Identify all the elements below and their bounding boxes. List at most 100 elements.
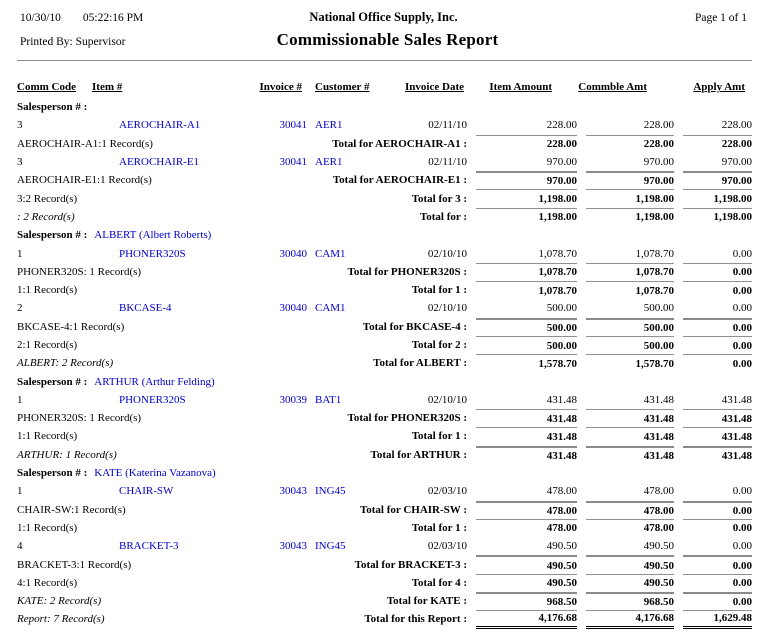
apply-amt-cell: 0.00: [732, 485, 752, 498]
apply-amt-cell: 431.48: [721, 393, 752, 406]
apply-amt-total: 0.00: [683, 317, 752, 336]
salesperson-link[interactable]: ALBERT (Albert Roberts): [94, 229, 212, 242]
report-total-row: Report: 7 Record(s) Total for this Report…: [14, 610, 755, 629]
invoice-date-cell: 02/11/10: [428, 119, 467, 132]
col-comm-code: Comm Code: [17, 81, 76, 93]
item-link[interactable]: BKCASE-4: [119, 302, 172, 315]
report-time: 05:22:16 PM: [82, 12, 144, 24]
salesperson-link[interactable]: KATE (Katerina Vazanova): [94, 467, 216, 480]
salesperson-label: Salesperson # :: [17, 375, 88, 388]
total-label: Total for PHONER320S :: [347, 265, 467, 278]
item-amount-cell: 478.00: [546, 485, 577, 498]
invoice-date-cell: 02/10/10: [427, 302, 467, 315]
item-amount-total: 490.50: [476, 555, 577, 573]
commble-amt-cell: 970.00: [643, 156, 674, 169]
commble-amt-total: 478.00: [586, 500, 674, 519]
total-row: : 2 Record(s) Total for : 1,198.00 1,198.00…: [14, 207, 755, 226]
apply-amt-total: 0.00: [683, 518, 752, 537]
total-label: Total for 4 :: [411, 576, 467, 589]
col-item-amount: Item Amount: [489, 81, 552, 93]
detail-row: 1 PHONER320S 30039 BAT1 02/10/10 431.48 431.48…: [14, 391, 755, 409]
salesperson-label: Salesperson # :: [17, 467, 88, 480]
customer-link[interactable]: ING45: [315, 540, 346, 553]
total-label: Total for this Report :: [364, 613, 467, 626]
invoice-link[interactable]: 30040: [279, 302, 308, 315]
total-row: AEROCHAIR-E1:1 Record(s) Total for AEROCH…: [14, 171, 755, 189]
total-row: 3:2 Record(s) Total for 3 : 1,198.00 1,198.…: [14, 189, 755, 207]
commble-amt-total: 490.50: [586, 573, 674, 592]
commble-amt-cell: 500.00: [643, 302, 674, 315]
commble-amt-cell: 1,078.70: [635, 247, 675, 260]
customer-link[interactable]: ING45: [315, 485, 346, 498]
apply-amt-total: 0.00: [683, 573, 752, 592]
item-amount-total: 478.00: [476, 500, 577, 519]
invoice-link[interactable]: 30041: [279, 156, 308, 169]
item-link[interactable]: CHAIR-SW: [119, 485, 174, 498]
item-link[interactable]: PHONER320S: [119, 393, 186, 406]
item-link[interactable]: PHONER320S: [119, 247, 186, 260]
detail-row: 3 AEROCHAIR-A1 30041 AER1 02/11/10 228.00 228.…: [14, 116, 755, 134]
comm-code-cell: 1: [17, 247, 23, 260]
invoice-link[interactable]: 30041: [279, 119, 308, 132]
item-link[interactable]: AEROCHAIR-E1: [119, 156, 200, 169]
customer-link[interactable]: AER1: [315, 156, 343, 169]
apply-amt-total: 431.48: [683, 409, 752, 427]
comm-code-cell: 4: [17, 540, 23, 553]
item-amount-total: 431.48: [476, 445, 577, 464]
customer-link[interactable]: CAM1: [315, 247, 346, 260]
apply-amt-total: 0.00: [683, 262, 752, 281]
records-count-label: 1:1 Record(s): [17, 284, 78, 297]
detail-row: 1 PHONER320S 30040 CAM1 02/10/10 1,078.70 1,07…: [14, 244, 755, 262]
col-item: Item #: [92, 81, 123, 93]
total-label: Total for 1 :: [411, 284, 467, 297]
customer-link[interactable]: CAM1: [315, 302, 346, 315]
col-invoice: Invoice #: [259, 81, 302, 93]
item-link[interactable]: BRACKET-3: [119, 540, 179, 553]
total-label: Total for :: [419, 210, 467, 223]
total-row: 1:1 Record(s) Total for 1 : 431.48 431.48 43…: [14, 427, 755, 445]
col-apply-amt: Apply Amt: [693, 81, 745, 93]
total-label: Total for ARTHUR :: [370, 448, 467, 461]
total-label: Total for BRACKET-3 :: [354, 558, 467, 571]
invoice-date-cell: 02/11/10: [428, 156, 467, 169]
item-amount-cell: 500.00: [546, 302, 577, 315]
commble-amt-total: 970.00: [586, 171, 674, 189]
total-label: Total for AEROCHAIR-E1 :: [332, 174, 467, 187]
total-row: AEROCHAIR-A1:1 Record(s) Total for AEROCH…: [14, 134, 755, 153]
records-count-label: 1:1 Record(s): [17, 521, 78, 534]
invoice-link[interactable]: 30043: [279, 485, 308, 498]
invoice-link[interactable]: 30039: [279, 393, 308, 406]
apply-amt-cell: 0.00: [732, 247, 752, 260]
commble-amt-total: 478.00: [586, 518, 674, 537]
total-label: Total for 1 :: [411, 521, 467, 534]
item-link[interactable]: AEROCHAIR-A1: [119, 119, 201, 132]
item-amount-total: 4,176.68: [476, 610, 577, 629]
records-count-label: : 2 Record(s): [17, 210, 75, 223]
invoice-link[interactable]: 30040: [279, 247, 308, 260]
commble-amt-total: 228.00: [586, 134, 674, 153]
salesperson-link[interactable]: ARTHUR (Arthur Felding): [94, 375, 215, 388]
customer-link[interactable]: AER1: [315, 119, 343, 132]
records-count-label: PHONER320S: 1 Record(s): [17, 265, 142, 278]
salesperson-group-row: Salesperson # :: [14, 98, 755, 116]
commble-amt-total: 968.50: [586, 592, 674, 610]
total-row: PHONER320S: 1 Record(s) Total for PHONER3…: [14, 409, 755, 427]
commble-amt-total: 500.00: [586, 317, 674, 336]
invoice-link[interactable]: 30043: [279, 540, 308, 553]
item-amount-cell: 1,078.70: [538, 247, 578, 260]
total-row: PHONER320S: 1 Record(s) Total for PHONER3…: [14, 262, 755, 281]
item-amount-total: 970.00: [476, 171, 577, 189]
detail-row: 4 BRACKET-3 30043 ING45 02/03/10 490.50 490.50…: [14, 537, 755, 555]
item-amount-total: 968.50: [476, 592, 577, 610]
salesperson-group-row: Salesperson # : ARTHUR (Arthur Felding): [14, 372, 755, 390]
records-count-label: BKCASE-4:1 Record(s): [17, 320, 125, 333]
total-row: 1:1 Record(s) Total for 1 : 478.00 478.00 0.…: [14, 518, 755, 537]
apply-amt-total: 1,629.48: [683, 610, 752, 629]
customer-link[interactable]: BAT1: [315, 393, 342, 406]
commble-amt-total: 490.50: [586, 555, 674, 573]
comm-code-cell: 2: [17, 302, 23, 315]
report-date: 10/30/10: [20, 12, 61, 24]
total-label: Total for PHONER320S :: [347, 412, 467, 425]
item-amount-total: 1,198.00: [476, 207, 577, 226]
commble-amt-cell: 431.48: [643, 393, 674, 406]
